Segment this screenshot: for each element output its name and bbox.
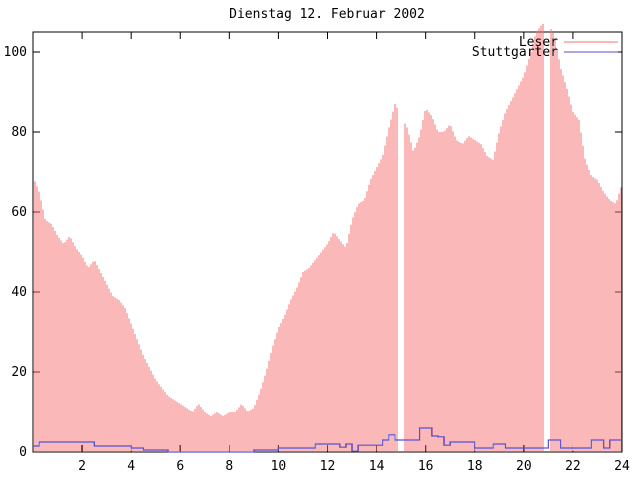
x-tick-label: 16	[418, 459, 434, 474]
bars-series-leser	[34, 24, 622, 451]
x-tick-label: 2	[78, 459, 86, 474]
legend-label-stuttgarter: Stuttgarter	[472, 45, 558, 60]
legend-label-leser: Leser	[519, 35, 558, 50]
x-tick-label: 10	[271, 459, 287, 474]
y-tick-label: 0	[19, 445, 27, 460]
x-tick-label: 8	[225, 459, 233, 474]
x-tick-label: 20	[516, 459, 532, 474]
x-tick-label: 22	[565, 459, 581, 474]
y-tick-label: 60	[11, 205, 27, 220]
x-tick-label: 6	[176, 459, 184, 474]
x-tick-label: 18	[467, 459, 483, 474]
line-series-stuttgarter	[33, 427, 622, 453]
legend: Leser Stuttgarter	[472, 35, 618, 60]
x-tick-label: 24	[614, 459, 630, 474]
x-axis-tick-labels: 2 4 6 8 10 12 14 16 18 20 22 24	[78, 459, 630, 474]
y-tick-label: 80	[11, 125, 27, 140]
y-tick-label: 100	[4, 45, 27, 60]
x-tick-label: 4	[127, 459, 135, 474]
step-line	[33, 427, 622, 453]
x-tick-label: 14	[369, 459, 385, 474]
y-axis-tick-labels: 0 20 40 60 80 100	[4, 45, 27, 460]
y-tick-label: 40	[11, 285, 27, 300]
y-tick-label: 20	[11, 365, 27, 380]
chart-title: Dienstag 12. Februar 2002	[229, 7, 425, 22]
x-tick-label: 12	[320, 459, 336, 474]
